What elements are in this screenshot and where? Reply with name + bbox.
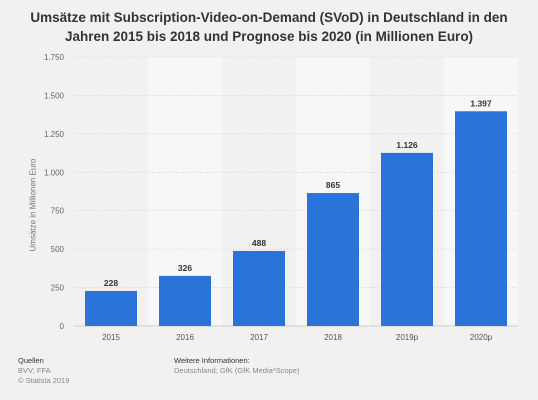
sources-block: Quellen BVV; FFA © Statista 2019 bbox=[18, 356, 69, 386]
data-label: 228 bbox=[104, 278, 118, 288]
bar bbox=[455, 111, 507, 327]
chart-area: 0 250 500 750 1.000 1.250 1.500 1.750 228 2015 326… bbox=[44, 53, 518, 342]
y-tick-label: 1.750 bbox=[44, 53, 65, 62]
bar bbox=[233, 250, 285, 326]
info-heading: Weitere Informationen: bbox=[174, 356, 250, 365]
data-label: 1.126 bbox=[396, 140, 418, 150]
y-tick-label: 1.250 bbox=[44, 130, 65, 139]
x-tick-label: 2018 bbox=[324, 333, 342, 342]
y-tick-label: 250 bbox=[51, 284, 65, 293]
chart-title: Umsätze mit Subscription-Video-on-Demand… bbox=[30, 10, 508, 44]
bar bbox=[381, 152, 433, 326]
x-tick-label: 2020p bbox=[470, 333, 493, 342]
x-tick-label: 2019p bbox=[396, 333, 419, 342]
info-block: Weitere Informationen: Deutschland; GfK … bbox=[174, 356, 299, 376]
data-label: 865 bbox=[326, 180, 340, 190]
y-tick-label: 750 bbox=[51, 207, 65, 216]
x-tick-label: 2016 bbox=[176, 333, 194, 342]
bar bbox=[159, 275, 211, 326]
y-axis-label: Umsätze in Millionen Euro bbox=[28, 158, 38, 252]
sources-line: BVV; FFA bbox=[18, 366, 51, 375]
plot-band bbox=[74, 57, 148, 326]
y-tick-label: 1.000 bbox=[44, 168, 65, 177]
x-tick-label: 2015 bbox=[102, 333, 120, 342]
sources-heading: Quellen bbox=[18, 356, 44, 365]
y-tick-label: 500 bbox=[51, 245, 65, 254]
info-line: Deutschland; GfK (GfK Media*Scope) bbox=[174, 366, 300, 375]
bar bbox=[85, 290, 137, 326]
y-tick-label: 1.500 bbox=[44, 91, 65, 100]
y-tick-label: 0 bbox=[60, 322, 65, 331]
data-label: 1.397 bbox=[470, 98, 492, 108]
data-label: 488 bbox=[252, 238, 266, 248]
bar-chart: 0 250 500 750 1.000 1.250 1.500 1.750 228 2015 326… bbox=[44, 53, 518, 342]
data-label: 326 bbox=[178, 263, 192, 273]
copyright-line: © Statista 2019 bbox=[18, 376, 70, 385]
x-tick-label: 2017 bbox=[250, 333, 268, 342]
bar bbox=[307, 193, 359, 326]
